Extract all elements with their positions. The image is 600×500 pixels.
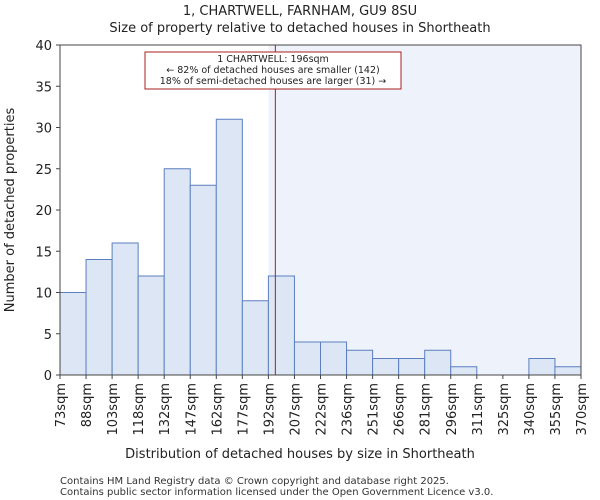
x-tick-label: 162sqm <box>210 383 225 436</box>
x-tick-label: 192sqm <box>262 383 277 436</box>
x-tick-label: 177sqm <box>236 383 251 436</box>
footer-line-1: Contains HM Land Registry data © Crown c… <box>60 476 449 487</box>
x-tick-label: 147sqm <box>184 383 199 436</box>
x-tick-label: 266sqm <box>393 383 408 436</box>
bar-73sqm <box>59 292 87 376</box>
bar-222sqm <box>320 341 348 376</box>
y-axis-label: Number of detached properties <box>3 108 18 313</box>
y-tick-label: 5 <box>44 328 52 343</box>
bar-340sqm <box>528 358 556 376</box>
bar-118sqm <box>137 275 165 376</box>
y-tick-label: 25 <box>35 163 52 178</box>
bar-103sqm <box>111 242 139 376</box>
x-tick-label: 132sqm <box>158 383 173 436</box>
x-tick-label: 251sqm <box>367 383 382 436</box>
x-tick-label: 325sqm <box>497 383 512 436</box>
bar-132sqm <box>163 168 191 376</box>
y-tick-label: 35 <box>35 80 52 95</box>
y-axis-ticks: 0 5 10 15 20 25 30 35 40 <box>35 39 60 384</box>
y-tick-label: 20 <box>35 204 52 219</box>
chart-title: 1, CHARTWELL, FARNHAM, GU9 8SU <box>183 4 417 19</box>
x-tick-label: 207sqm <box>288 383 303 436</box>
annotation-box: 1 CHARTWELL: 196sqm ← 82% of detached ho… <box>144 51 402 90</box>
x-axis-label: Distribution of detached houses by size … <box>125 447 475 462</box>
annotation-line-2: ← 82% of detached houses are smaller (14… <box>166 65 379 76</box>
chart-subtitle: Size of property relative to detached ho… <box>109 21 490 36</box>
bar-251sqm <box>372 358 400 376</box>
x-axis-ticks: 73sqm 88sqm 103sqm 118sqm 132sqm 147sqm 162sqm… <box>54 375 590 436</box>
y-tick-label: 40 <box>35 39 52 54</box>
x-tick-label: 281sqm <box>419 383 434 436</box>
bar-88sqm <box>85 259 113 376</box>
bar-236sqm <box>346 349 374 376</box>
annotation-frame <box>144 51 402 90</box>
bar-281sqm <box>424 349 452 376</box>
highlight-region <box>268 45 581 375</box>
bar-series <box>59 118 582 376</box>
x-tick-label: 370sqm <box>575 383 590 436</box>
plot-frame <box>59 44 582 376</box>
x-tick-label: 103sqm <box>106 383 121 436</box>
x-tick-label: 118sqm <box>132 383 147 436</box>
bar-266sqm <box>398 358 426 376</box>
x-tick-label: 222sqm <box>315 383 330 436</box>
bar-147sqm <box>189 184 217 376</box>
x-tick-label: 296sqm <box>445 383 460 436</box>
y-tick-label: 15 <box>35 245 52 260</box>
x-tick-label: 355sqm <box>549 383 564 436</box>
y-tick-label: 10 <box>35 287 52 302</box>
x-tick-label: 340sqm <box>523 383 538 436</box>
bar-355sqm <box>554 366 582 376</box>
x-tick-label: 311sqm <box>471 383 486 436</box>
x-tick-label: 73sqm <box>54 383 69 427</box>
y-tick-label: 30 <box>35 122 52 137</box>
bar-207sqm <box>293 341 322 376</box>
bar-296sqm <box>450 366 478 376</box>
y-tick-label: 0 <box>44 369 52 384</box>
footer-line-2: Contains public sector information licen… <box>60 487 493 498</box>
x-tick-label: 236sqm <box>341 383 356 436</box>
annotation-line-1: 1 CHARTWELL: 196sqm <box>217 54 329 65</box>
bar-192sqm <box>267 275 295 376</box>
bar-177sqm <box>241 300 269 376</box>
x-tick-label: 88sqm <box>80 383 95 427</box>
annotation-line-3: 18% of semi-detached houses are larger (… <box>160 76 387 87</box>
bar-162sqm <box>215 118 243 376</box>
